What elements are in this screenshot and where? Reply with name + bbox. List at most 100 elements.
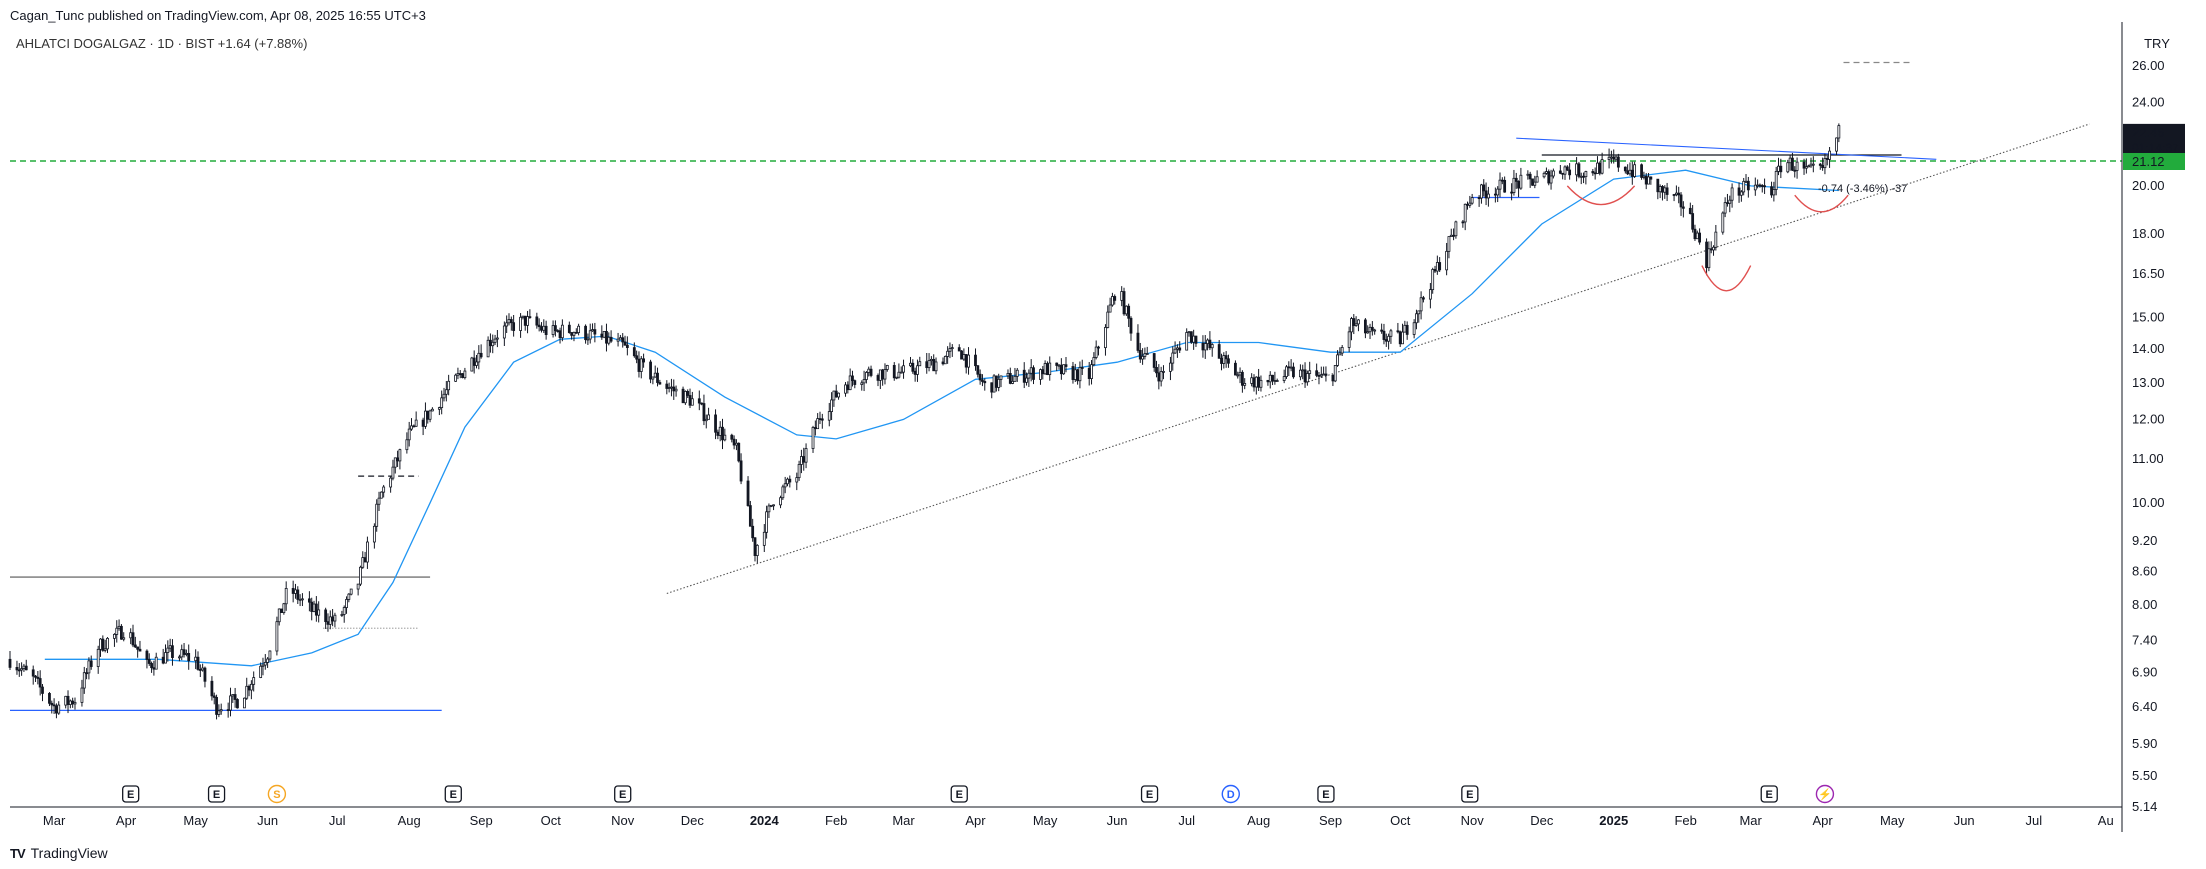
candle xyxy=(8,650,12,671)
candle xyxy=(686,389,690,398)
candle xyxy=(846,381,850,394)
y-tick-label: 20.00 xyxy=(2132,178,2165,193)
candle xyxy=(967,347,970,375)
candle-body xyxy=(24,665,28,671)
pattern-arcs xyxy=(1566,185,1849,292)
candle xyxy=(138,640,142,652)
candle-body xyxy=(999,375,1003,380)
candle xyxy=(1059,358,1063,380)
candle xyxy=(1363,318,1367,339)
candle-body xyxy=(1663,187,1667,193)
candle xyxy=(718,421,722,442)
candle-body xyxy=(243,697,246,709)
candle-body xyxy=(391,466,395,479)
currency-label[interactable]: TRY xyxy=(2144,36,2170,51)
candle-body xyxy=(1352,318,1356,326)
candle-body xyxy=(974,354,977,367)
candle xyxy=(1210,343,1214,357)
candle xyxy=(851,370,854,387)
candle xyxy=(268,650,272,662)
candle-body xyxy=(229,695,232,711)
candle-body xyxy=(1818,163,1822,166)
earnings-icon xyxy=(614,785,632,803)
candle-body xyxy=(584,325,587,341)
candle xyxy=(1598,161,1602,176)
candle-body xyxy=(66,695,70,705)
candle xyxy=(802,447,806,471)
candle xyxy=(1357,319,1360,332)
candle xyxy=(1742,177,1746,196)
candle xyxy=(567,321,571,334)
candle xyxy=(122,632,126,642)
candle-body xyxy=(1774,170,1778,190)
candle-body xyxy=(1303,369,1307,383)
candle xyxy=(670,378,673,397)
candle-body xyxy=(1382,330,1386,340)
candle xyxy=(1039,368,1042,385)
footer[interactable]: TV TradingView xyxy=(10,845,108,861)
candle xyxy=(1250,373,1254,387)
candle xyxy=(1549,169,1553,190)
candle-body xyxy=(356,583,360,590)
candle xyxy=(1582,172,1585,184)
candle-body xyxy=(1059,364,1063,375)
candle xyxy=(294,583,297,599)
candle-body xyxy=(1289,366,1293,369)
candle xyxy=(414,411,418,427)
candle xyxy=(554,320,557,337)
candle-body xyxy=(1384,339,1388,342)
candle xyxy=(1111,292,1114,307)
event-label: E xyxy=(213,789,220,801)
y-tick-label: 15.00 xyxy=(2132,309,2165,324)
candle-body xyxy=(1445,250,1449,271)
candle-body xyxy=(1563,166,1567,175)
candle xyxy=(1008,367,1012,385)
candle xyxy=(707,407,710,420)
candle-body xyxy=(983,381,987,384)
candle xyxy=(767,503,771,519)
candle-body xyxy=(1333,365,1337,382)
symbol-legend[interactable]: AHLATCI DOGALGAZ · 1D · BIST +1.64 (+7.8… xyxy=(16,36,308,51)
candle xyxy=(1428,282,1432,309)
candle xyxy=(398,448,402,470)
candle-body xyxy=(690,398,694,406)
candle xyxy=(1173,341,1177,354)
candle xyxy=(732,435,736,450)
candle-body xyxy=(491,341,495,347)
candle xyxy=(430,407,434,412)
candle xyxy=(1786,159,1790,174)
candle-body xyxy=(1802,161,1806,169)
candle xyxy=(1807,164,1811,168)
countdown-text: 01:14:37 xyxy=(2132,141,2179,155)
candle-body xyxy=(1786,162,1790,173)
event-label: E xyxy=(956,789,963,801)
candle-body xyxy=(635,355,639,360)
candle xyxy=(1623,166,1627,174)
candle xyxy=(1628,162,1632,176)
candle-body xyxy=(804,448,808,463)
candle-body xyxy=(1043,363,1047,375)
candle xyxy=(307,591,311,612)
candle xyxy=(1285,364,1288,379)
candle xyxy=(690,391,694,406)
candle xyxy=(22,663,26,672)
candle-body xyxy=(131,632,135,646)
candle-body xyxy=(1763,185,1766,188)
candle-body xyxy=(1575,163,1578,176)
candle-body xyxy=(1422,297,1425,300)
candle-body xyxy=(440,397,444,408)
candle-body xyxy=(1695,232,1699,240)
candle-body xyxy=(458,373,462,375)
candle xyxy=(1384,333,1388,347)
candle xyxy=(813,420,817,436)
candle-body xyxy=(1428,289,1432,300)
candle xyxy=(714,409,717,440)
candle xyxy=(577,323,581,336)
candle-body xyxy=(1614,156,1618,160)
candle xyxy=(962,348,966,361)
candle xyxy=(275,616,279,656)
candle xyxy=(753,537,757,562)
candle xyxy=(781,484,785,500)
candle-body xyxy=(1055,362,1059,366)
